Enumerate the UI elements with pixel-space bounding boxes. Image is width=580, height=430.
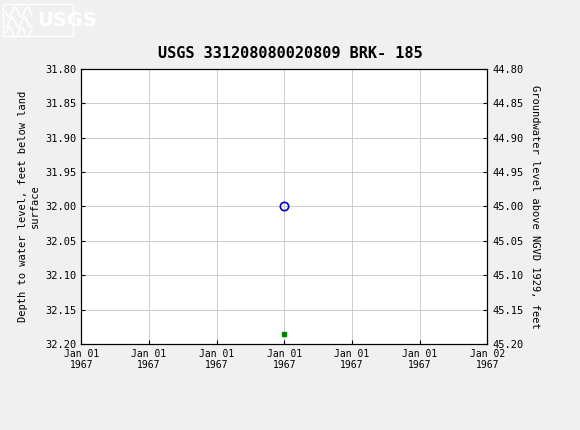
Y-axis label: Groundwater level above NGVD 1929, feet: Groundwater level above NGVD 1929, feet	[530, 85, 540, 328]
Bar	[3, 4, 72, 37]
Text: USGS 331208080020809 BRK- 185: USGS 331208080020809 BRK- 185	[158, 46, 422, 61]
Y-axis label: Depth to water level, feet below land
surface: Depth to water level, feet below land su…	[18, 91, 39, 322]
Text: USGS: USGS	[38, 11, 97, 30]
